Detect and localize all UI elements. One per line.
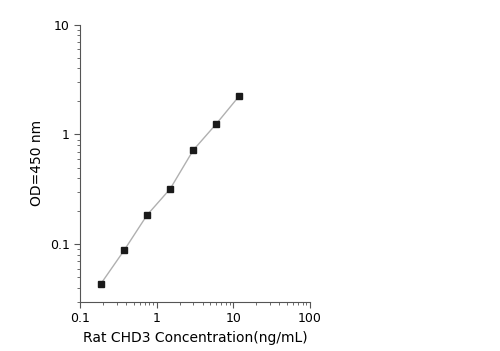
Y-axis label: OD=450 nm: OD=450 nm [30,120,44,206]
X-axis label: Rat CHD3 Concentration(ng/mL): Rat CHD3 Concentration(ng/mL) [82,331,308,345]
